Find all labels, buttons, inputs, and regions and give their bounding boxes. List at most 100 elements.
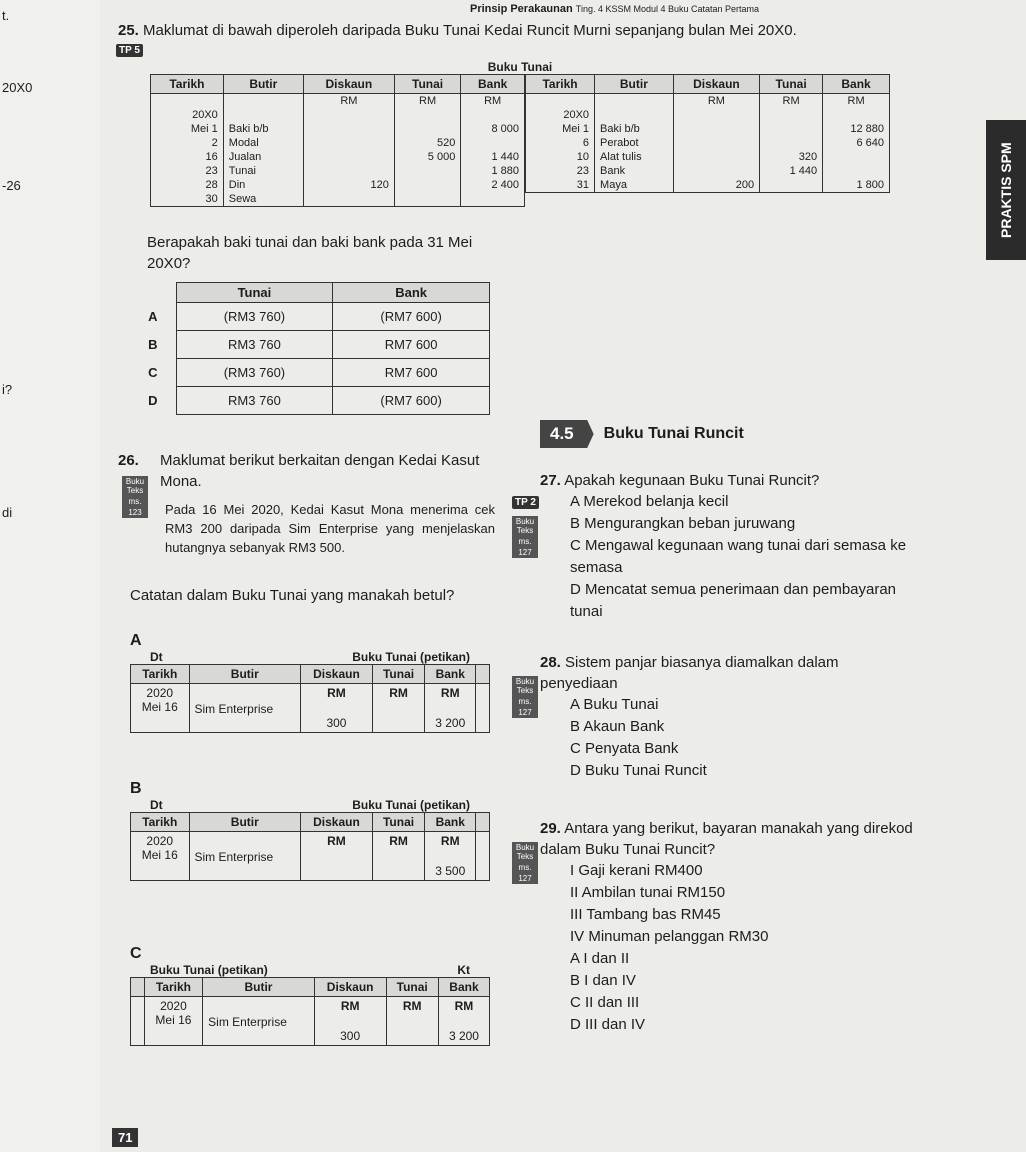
date: Mei 16 <box>141 700 178 714</box>
section-heading: 4.5 Buku Tunai Runcit <box>540 420 744 448</box>
table-cell: 30 <box>150 192 224 207</box>
q-text: Apakah kegunaan Buku Tunai Runcit? <box>564 472 820 489</box>
table-cell: Bank <box>594 164 674 178</box>
currency-cell <box>594 93 674 108</box>
option: C Penyata Bank <box>570 740 679 757</box>
table-row: 10 Alat tulis 320 <box>524 150 890 164</box>
diskaun-value: 300 <box>340 1029 361 1043</box>
option-label: A <box>130 632 142 649</box>
q28: 28. Sistem panjar biasanya diamalkan dal… <box>540 652 920 782</box>
table-cell <box>302 108 395 122</box>
column-header: Tunai <box>175 282 334 303</box>
table-cell <box>302 136 395 150</box>
column-header: Butir <box>594 74 674 94</box>
table-cell: 12 880 <box>822 122 890 136</box>
column-header: Tarikh <box>524 74 596 94</box>
option-label: C <box>148 364 158 380</box>
option: II Ambilan tunai RM150 <box>570 884 726 901</box>
table-cell <box>672 122 761 136</box>
butir: Sim Enterprise <box>208 1015 287 1029</box>
table-cell <box>302 150 395 164</box>
q26-intro: Maklumat berikut berkaitan dengan Kedai … <box>160 452 480 490</box>
option-cell: (RM3 760) <box>175 358 334 387</box>
table-cell: 320 <box>759 150 824 164</box>
column-header: Tunai <box>393 74 462 94</box>
currency: RM <box>402 999 422 1013</box>
option: IV Minuman pelanggan RM30 <box>570 928 769 945</box>
table-row: 16 Jualan 5 000 1 440 <box>150 150 525 164</box>
badge-page: 127 <box>512 547 538 558</box>
currency: RM <box>389 686 408 700</box>
table-cell: Din <box>222 178 304 192</box>
blank-column <box>475 664 490 684</box>
section-number: 4.5 <box>540 420 594 448</box>
table-cell: Baki b/b <box>594 122 674 136</box>
currency-cell: RM <box>672 93 761 108</box>
table-cell: 520 <box>393 136 462 150</box>
option-row: D RM3 760 (RM7 600) <box>130 386 490 415</box>
side-label: Dt <box>150 798 163 812</box>
table-cell: 200 <box>672 178 761 193</box>
table-cell: Sewa <box>222 192 304 207</box>
table-cell: 8 000 <box>460 122 525 136</box>
table-cell <box>393 192 462 207</box>
badge-ms: ms. <box>512 696 538 707</box>
option-label: C <box>130 945 142 962</box>
option-label: B <box>148 336 158 352</box>
option: D Mencatat semua penerimaan dan pembayar… <box>570 581 897 620</box>
table-cell: 20X0 <box>524 108 596 122</box>
tp-badge: TP 2 <box>512 496 539 509</box>
q26-option-b: B Dt Buku Tunai (petikan) Tarikh Butir Diskau… <box>130 780 490 881</box>
table-cell: Mei 1 <box>150 122 224 136</box>
currency-cell: RM <box>393 93 462 108</box>
margin-text: di <box>2 505 13 520</box>
margin-text: 20X0 <box>2 80 33 95</box>
table-cell: Sim Enterprise <box>188 831 302 881</box>
table-cell: 20X0 <box>150 108 224 122</box>
badge-page: 127 <box>512 873 538 884</box>
table-caption: Buku Tunai <box>487 60 553 74</box>
option: B Mengurangkan beban juruwang <box>570 515 796 532</box>
table-row: 20X0 <box>150 108 525 122</box>
table-caption: Dt Buku Tunai (petikan) <box>130 798 490 812</box>
side-label: Kt <box>457 963 470 977</box>
option-cell: RM7 600 <box>332 330 490 359</box>
table-cell: 120 <box>302 178 395 192</box>
table-row: 23 Bank 1 440 <box>524 164 890 178</box>
option: B Akaun Bank <box>570 718 665 735</box>
option-cell: RM7 600 <box>332 358 490 387</box>
table-row: 23 Tunai 1 880 <box>150 164 525 178</box>
option-cell: (RM3 760) <box>175 302 334 331</box>
butir: Sim Enterprise <box>194 850 274 864</box>
table-cell: 5 000 <box>393 150 462 164</box>
tp-badge: TP 5 <box>116 44 143 57</box>
table-cell <box>460 136 525 150</box>
table-cell <box>822 150 890 164</box>
column-header: Tunai <box>371 812 426 832</box>
column-header: Bank <box>822 74 890 94</box>
buku-teks-badge: Buku Teks ms. 127 <box>512 842 538 884</box>
table-title: Buku Tunai (petikan) <box>352 650 470 664</box>
table-cell: Jualan <box>222 150 304 164</box>
diskaun-value <box>306 864 367 878</box>
currency-cell <box>524 93 596 108</box>
currency-cell: RM <box>822 93 890 108</box>
q26-option-c: C Buku Tunai (petikan) Kt Tarikh Butir Diskau… <box>130 945 491 1046</box>
table-cell: Baki b/b <box>222 122 304 136</box>
q-number: 27. <box>540 472 561 489</box>
table-cell <box>594 108 674 122</box>
currency: RM <box>389 834 408 848</box>
table-cell: 23 <box>524 164 596 178</box>
table-cell: 6 640 <box>822 136 890 150</box>
column-header: Butir <box>202 977 315 997</box>
year: 2020 <box>160 999 187 1013</box>
q25-options: Tunai Bank A (RM3 760) (RM7 600) B RM3 760 RM7 … <box>130 282 490 415</box>
buku-teks-badge: Buku Teks ms. 127 <box>512 516 538 558</box>
section-title: Buku Tunai Runcit <box>603 425 744 442</box>
bank-value: 3 500 <box>435 864 466 878</box>
adjacent-page: t. 20X0 -26 i? di <box>0 0 101 1152</box>
table-title: Buku Tunai (petikan) <box>150 963 268 977</box>
blank-cell <box>130 996 145 1046</box>
option: A Buku Tunai <box>570 696 659 713</box>
table-cell: RM <box>371 831 426 881</box>
